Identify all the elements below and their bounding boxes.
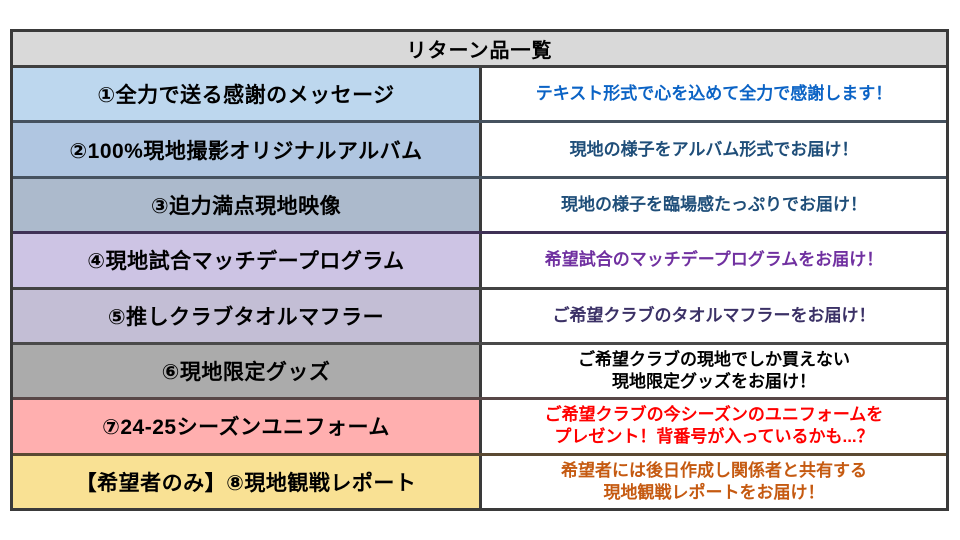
item-description-cell: 希望試合のマッチデープログラムをお届け！ — [482, 234, 946, 287]
table-row: ⑥現地限定グッズ ご希望クラブの現地でしか買えない 現地限定グッズをお届け！ — [13, 341, 946, 398]
item-name-cell: ⑦24-25シーズンユニフォーム — [13, 400, 482, 453]
item-description-cell: ご希望クラブの現地でしか買えない 現地限定グッズをお届け！ — [482, 344, 946, 398]
item-name-cell: 【希望者のみ】⑧現地観戦レポート — [13, 455, 482, 508]
table-row: ⑤推しクラブタオルマフラー ご希望クラブのタオルマフラーをお届け！ — [13, 286, 946, 342]
table-row: ①全力で送る感謝のメッセージ テキスト形式で心を込めて全力で感謝します！ — [13, 65, 946, 121]
item-name-cell: ③迫力満点現地映像 — [13, 178, 482, 232]
table-title: リターン品一覧 — [13, 32, 946, 65]
item-description-cell: テキスト形式で心を込めて全力で感謝します！ — [482, 68, 946, 121]
item-name-cell: ②100%現地撮影オリジナルアルバム — [13, 123, 482, 176]
item-description-cell: 希望者には後日作成し関係者と共有する 現地観戦レポートをお届け！ — [482, 455, 946, 508]
item-description-cell: ご希望クラブの今シーズンのユニフォームを プレゼント！背番号が入っているかも..… — [482, 400, 946, 453]
item-description-cell: 現地の様子を臨場感たっぷりでお届け！ — [482, 178, 946, 232]
item-name-cell: ⑤推しクラブタオルマフラー — [13, 289, 482, 342]
table-row: ②100%現地撮影オリジナルアルバム 現地の様子をアルバム形式でお届け！ — [13, 120, 946, 176]
item-name-cell: ⑥現地限定グッズ — [13, 344, 482, 398]
table-row: 【希望者のみ】⑧現地観戦レポート 希望者には後日作成し関係者と共有する 現地観戦… — [13, 452, 946, 508]
item-name-cell: ④現地試合マッチデープログラム — [13, 234, 482, 287]
item-description-cell: ご希望クラブのタオルマフラーをお届け！ — [482, 289, 946, 342]
table-row: ③迫力満点現地映像 現地の様子を臨場感たっぷりでお届け！ — [13, 175, 946, 232]
table-row: ⑦24-25シーズンユニフォーム ご希望クラブの今シーズンのユニフォームを プレ… — [13, 397, 946, 453]
return-items-table: リターン品一覧 ①全力で送る感謝のメッセージ テキスト形式で心を込めて全力で感謝… — [10, 29, 949, 511]
table-row: ④現地試合マッチデープログラム 希望試合のマッチデープログラムをお届け！ — [13, 231, 946, 287]
item-name-cell: ①全力で送る感謝のメッセージ — [13, 68, 482, 121]
item-description-cell: 現地の様子をアルバム形式でお届け！ — [482, 123, 946, 176]
